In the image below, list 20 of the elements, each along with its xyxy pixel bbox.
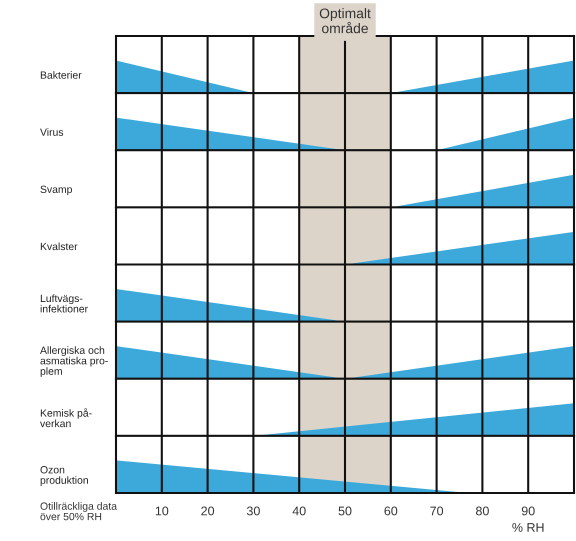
- y-axis-title: Svamp: [40, 186, 72, 196]
- x-tick-label: 10: [156, 506, 168, 516]
- band-label: Optimalt område: [320, 8, 371, 34]
- x-tick-label: 80: [476, 506, 489, 516]
- y-axis-title: Virus: [40, 128, 64, 136]
- x-tick-label: 30: [246, 506, 260, 516]
- y-axis-title: Bakterier: [40, 71, 82, 79]
- y-axis-title: Luftvägs- infektioner: [40, 294, 88, 313]
- x-tick-label: 50: [338, 506, 352, 516]
- x-tick-label: 90: [522, 506, 535, 516]
- x-tick-label: 20: [201, 506, 214, 516]
- text: Otillräckliga data över 50% RH: [40, 502, 117, 520]
- x-tick-label: 60: [384, 506, 398, 516]
- y-axis-title: Ozon produktion: [40, 466, 88, 486]
- y-axis-title: Kvalster: [40, 242, 78, 250]
- x-tick-label: 70: [430, 506, 444, 516]
- x-axis-title: % RH: [512, 523, 544, 532]
- x-tick-label: 40: [292, 506, 306, 516]
- y-axis-title: Allergiska och asmatiska pro- plem: [40, 346, 108, 377]
- y-axis-title: Kemisk på- verkan: [40, 408, 92, 428]
